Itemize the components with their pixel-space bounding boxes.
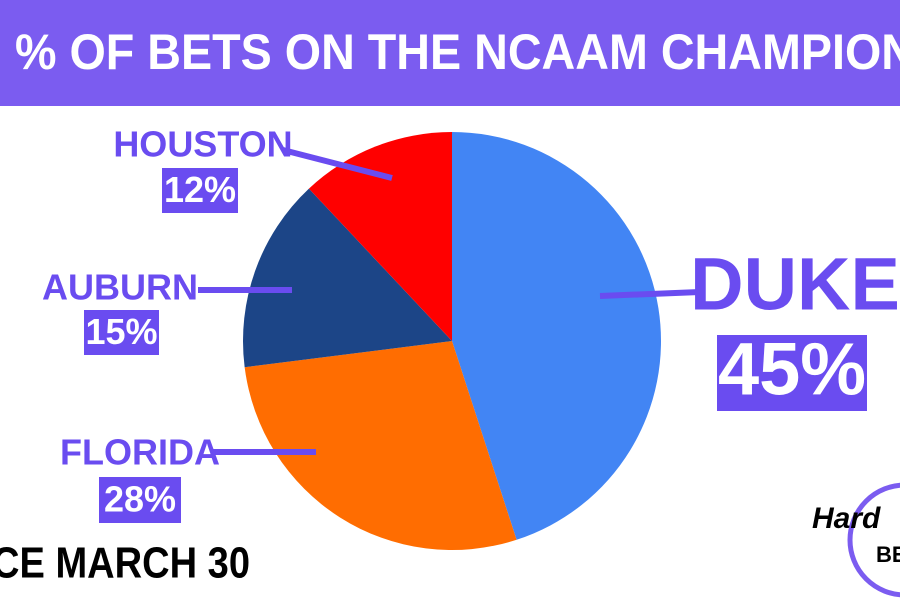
pie-slice — [308, 132, 452, 341]
pie-slice — [242, 188, 452, 368]
slice-label: AUBURN — [42, 267, 198, 308]
value-label: 45% — [718, 328, 866, 411]
label-box — [162, 168, 238, 213]
label-box — [84, 310, 159, 355]
value-label: 12% — [164, 169, 236, 210]
label-box — [99, 477, 181, 523]
value-label: 28% — [104, 479, 176, 520]
slice-label: DUKE — [690, 243, 900, 326]
pie-slice — [452, 132, 661, 540]
logo-text: BE — [876, 542, 900, 567]
subtitle: CE MARCH 30 — [0, 539, 250, 588]
leader-line — [282, 147, 393, 181]
logo-ring — [847, 482, 900, 598]
label-box — [717, 335, 867, 411]
value-label: 15% — [85, 311, 157, 352]
title-band — [0, 0, 900, 106]
logo-text: Hard — [812, 502, 881, 535]
pie-slice — [244, 341, 517, 550]
slice-label: HOUSTON — [113, 124, 292, 165]
chart-title: % OF BETS ON THE NCAAM CHAMPION — [15, 24, 900, 80]
leader-line — [599, 289, 701, 299]
slice-label: FLORIDA — [60, 432, 220, 473]
